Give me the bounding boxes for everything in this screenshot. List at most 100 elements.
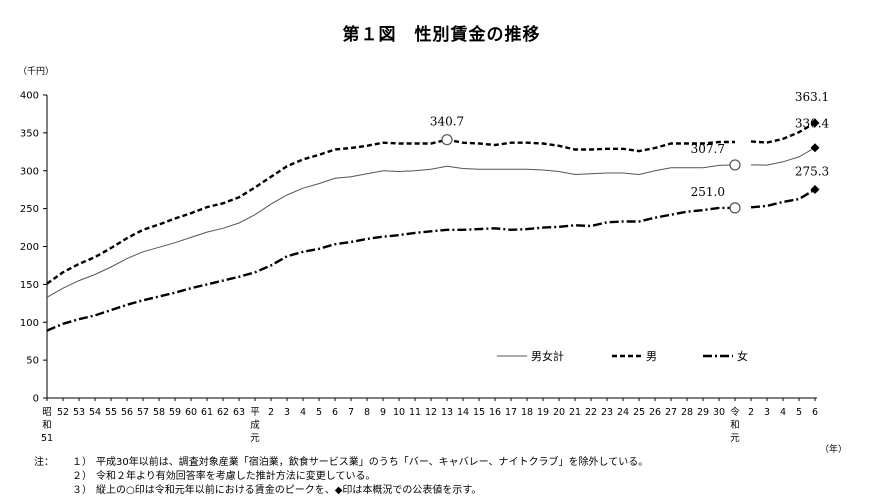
x-tick-label: 19: [537, 407, 549, 418]
series-line-男女計: [46, 164, 736, 298]
x-tick-label: 4: [300, 407, 306, 418]
y-tick-label: 50: [26, 356, 39, 367]
footnote-number: １）: [72, 457, 92, 468]
x-tick-label: 27: [665, 407, 677, 418]
x-tick-label: 52: [57, 407, 69, 418]
notes-label: 注：: [34, 457, 54, 468]
y-tick-label: 300: [20, 166, 39, 177]
x-tick-label: 2: [268, 407, 274, 418]
x-tick-label: 8: [364, 407, 370, 418]
x-tick-label: 5: [316, 407, 322, 418]
footnotes: 注： １） 平成30年以前は、調査対象産業「宿泊業，飲食サービス業」のうち「バー、キ…: [34, 456, 648, 498]
x-tick-label: 和: [730, 420, 740, 431]
series-line-男: [46, 138, 735, 285]
x-tick-label: 令: [730, 406, 740, 418]
x-tick-label: 57: [137, 407, 149, 418]
x-tick-label: 62: [217, 407, 229, 418]
x-tick-label: 61: [201, 407, 213, 418]
peak-marker-circle: [729, 202, 741, 214]
x-axis-unit-label: （年）: [820, 445, 848, 455]
series-line-男-after-break: [750, 121, 816, 144]
y-tick-label: 350: [20, 128, 39, 139]
x-tick-label: 元: [730, 433, 740, 444]
footnote-text: 縦上の○印は令和元年以前における賃金のピークを、◆印は本概況での公表値を示す。: [96, 485, 482, 496]
data-label: 275.3: [795, 164, 829, 178]
x-tick-label: 成: [250, 419, 260, 431]
x-tick-label: 60: [185, 407, 197, 418]
x-tick-label: 14: [457, 407, 469, 418]
x-tick-label: 7: [348, 407, 354, 418]
legend-label: 男女計: [531, 349, 564, 363]
series-line-男女計-after-break: [750, 147, 816, 166]
footnote-text: 令和２年より有効回答率を考慮した推計方法に変更している。: [96, 471, 376, 482]
data-label: 363.1: [795, 90, 829, 104]
x-tick-label: 29: [697, 407, 709, 418]
x-tick-label: 24: [617, 407, 629, 418]
x-tick-label: 58: [153, 407, 165, 418]
x-tick-label: 63: [233, 407, 245, 418]
x-tick-label: 元: [250, 433, 260, 444]
x-tick-label: 2: [748, 407, 754, 418]
footnote-number: ２）: [72, 471, 92, 482]
x-tick-label: 9: [380, 407, 386, 418]
series-line-女: [46, 206, 735, 332]
x-tick-label: 平: [250, 407, 260, 418]
x-tick-label: 3: [764, 407, 770, 418]
series-line-女-after-break: [750, 188, 816, 209]
x-tick-label: 17: [505, 407, 517, 418]
x-tick-label: 昭: [42, 407, 52, 418]
data-label: 307.7: [691, 142, 725, 156]
x-tick-label: 6: [332, 407, 338, 418]
x-tick-label: 3: [284, 407, 290, 418]
y-tick-label: 0: [33, 394, 39, 405]
chart-legend: 男女計 男 女: [497, 349, 748, 363]
y-tick-label: 200: [20, 242, 39, 253]
x-tick-label: 16: [489, 407, 501, 418]
y-tick-label: 250: [20, 204, 39, 215]
legend-label: 男: [646, 350, 657, 363]
y-axis-unit-label: （千円）: [18, 67, 55, 77]
x-tick-label: 15: [473, 407, 485, 418]
peak-marker-circle: [441, 134, 453, 146]
x-tick-label: 和: [42, 420, 52, 431]
x-tick-label: 53: [73, 407, 85, 418]
chart-title: 第１図 性別賃金の推移: [342, 25, 541, 45]
published-value-marker-diamond: [810, 118, 820, 128]
legend-label: 女: [737, 349, 748, 363]
x-tick-label: 10: [393, 407, 405, 418]
x-tick-label: 13: [441, 407, 453, 418]
x-tick-label: 51: [41, 433, 53, 444]
x-tick-label: 6: [812, 407, 818, 418]
x-tick-label: 12: [425, 407, 437, 418]
x-tick-label: 22: [585, 407, 597, 418]
y-tick-label: 150: [20, 280, 39, 291]
x-tick-label: 55: [105, 407, 117, 418]
data-label: 340.7: [430, 115, 464, 129]
x-tick-label: 11: [409, 407, 421, 418]
x-tick-label: 25: [633, 407, 645, 418]
x-tick-label: 30: [713, 407, 725, 418]
footnote-2: ２） 令和２年より有効回答率を考慮した推計方法に変更している。: [34, 470, 648, 484]
peak-marker-circle: [729, 159, 741, 171]
x-tick-label: 20: [553, 407, 565, 418]
x-tick-label: 18: [521, 407, 533, 418]
x-tick-label: 26: [649, 407, 661, 418]
footnote-number: ３）: [72, 485, 92, 496]
data-label: 251.0: [691, 185, 725, 199]
published-value-marker-diamond: [810, 143, 820, 153]
y-tick-label: 100: [20, 318, 39, 329]
x-tick-label: 28: [681, 407, 693, 418]
x-tick-label: 56: [121, 407, 133, 418]
x-tick-label: 5: [796, 407, 802, 418]
footnote-text: 平成30年以前は、調査対象産業「宿泊業，飲食サービス業」のうち「バー、キャバレー…: [96, 457, 649, 468]
x-tick-label: 54: [89, 407, 101, 418]
footnote-3: ３） 縦上の○印は令和元年以前における賃金のピークを、◆印は本概況での公表値を示す…: [34, 484, 648, 498]
x-tick-label: 4: [780, 407, 786, 418]
x-tick-label: 23: [601, 407, 613, 418]
x-tick-label: 21: [569, 407, 581, 418]
published-value-marker-diamond: [810, 184, 820, 194]
x-tick-label: 59: [169, 407, 181, 418]
